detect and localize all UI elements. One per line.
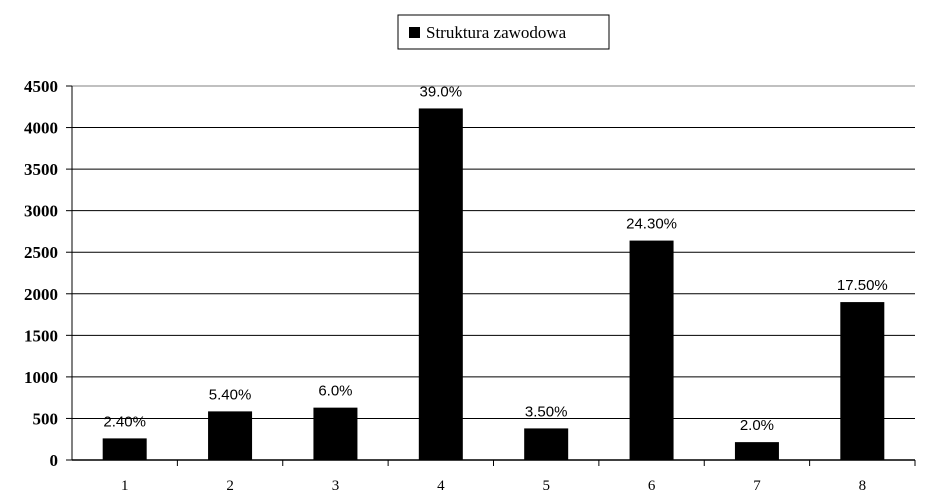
data-label: 39.0% — [420, 83, 463, 100]
data-label: 3.50% — [525, 403, 568, 420]
legend-label: Struktura zawodowa — [426, 23, 567, 42]
data-label: 2.0% — [740, 417, 774, 434]
axes — [66, 85, 916, 466]
data-label: 2.40% — [103, 413, 146, 430]
x-tick-label: 6 — [648, 478, 656, 494]
legend-box — [397, 14, 610, 50]
gridlines — [72, 85, 915, 419]
bars — [102, 108, 885, 460]
y-tick-label: 2500 — [24, 243, 58, 262]
x-axis-ticks: 1 2 3 4 5 6 7 8 — [121, 478, 866, 494]
x-tick-label: 5 — [542, 478, 550, 494]
x-tick-label: 2 — [226, 478, 234, 494]
y-tick-label: 3000 — [24, 202, 58, 221]
x-tick-label: 3 — [332, 478, 340, 494]
y-axis-ticks: 0 500 1000 1500 2000 2500 3000 3500 4000 4500 — [24, 77, 58, 470]
data-label: 17.50% — [837, 277, 888, 294]
y-tick-label: 4500 — [24, 77, 58, 96]
y-tick-label: 500 — [33, 409, 59, 428]
x-tick-label: 1 — [121, 478, 129, 494]
legend: Struktura zawodowa — [397, 14, 610, 50]
legend-swatch — [409, 27, 420, 38]
x-tick-label: 7 — [753, 478, 761, 494]
bar — [629, 240, 674, 460]
bar — [840, 302, 885, 460]
bar — [313, 407, 358, 460]
y-tick-label: 3500 — [24, 160, 58, 179]
x-tick-label: 4 — [437, 478, 445, 494]
y-tick-label: 2000 — [24, 285, 58, 304]
y-tick-label: 0 — [50, 451, 59, 470]
bar — [418, 108, 463, 460]
bar — [102, 438, 147, 460]
bar — [208, 411, 253, 460]
bar — [734, 442, 779, 460]
data-label: 24.30% — [626, 216, 677, 233]
data-label: 6.0% — [318, 383, 352, 400]
data-label: 5.40% — [209, 386, 252, 403]
y-tick-label: 1500 — [24, 326, 58, 345]
data-labels: 2.40% 5.40% 6.0% 39.0% 3.50% 24.30% 2.0% 17.50% — [103, 83, 887, 434]
y-tick-label: 4000 — [24, 119, 58, 138]
y-tick-label: 1000 — [24, 368, 58, 387]
bar — [524, 428, 569, 460]
x-tick-label: 8 — [859, 478, 867, 494]
